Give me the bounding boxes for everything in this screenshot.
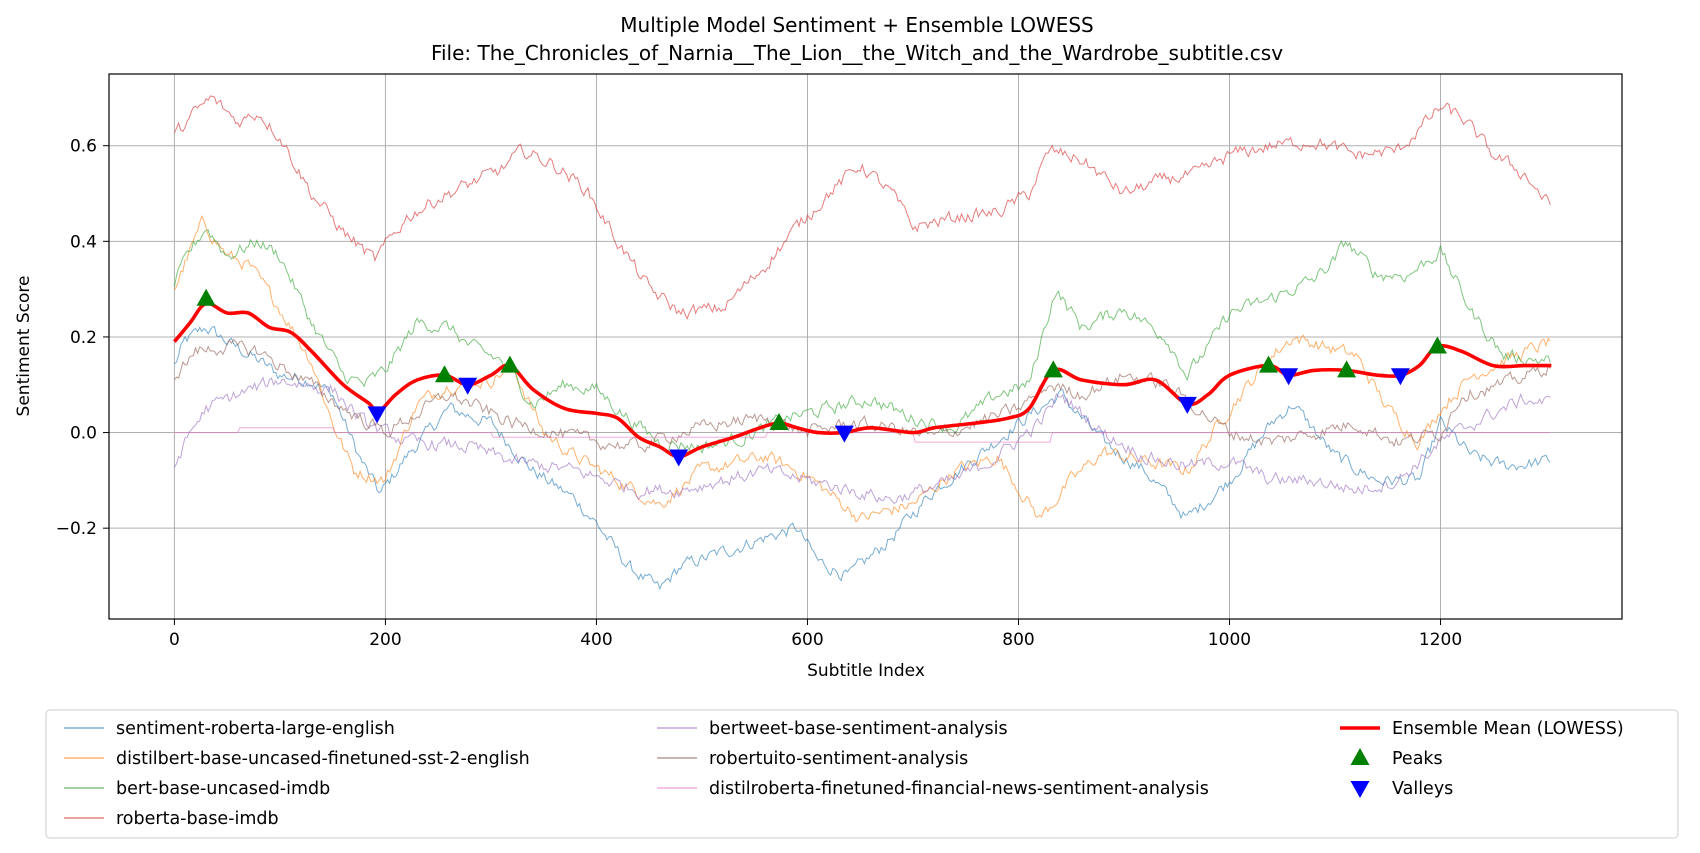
y-tick-label: 0.0	[70, 424, 97, 444]
peak-marker	[769, 413, 789, 430]
peak-marker	[500, 355, 520, 373]
x-tick-label: 400	[580, 630, 612, 650]
valley-marker	[458, 377, 478, 395]
chart-subtitle: File: The_Chronicles_of_Narnia__The_Lion…	[431, 41, 1283, 65]
valley-marker	[1390, 368, 1410, 386]
legend-peak-icon	[1350, 748, 1370, 765]
series-lines	[173, 95, 1552, 591]
series-line-2	[173, 229, 1551, 455]
y-tick-label: 0.4	[70, 232, 97, 252]
peak-marker	[1043, 360, 1063, 378]
series-line-ensemble-mean	[173, 301, 1552, 459]
y-tick-label: −0.2	[56, 519, 97, 539]
legend-label: sentiment-roberta-large-english	[116, 719, 395, 739]
x-axis-label: Subtitle Index	[807, 661, 925, 681]
axis-ticks: 0 200 400 600 800 1000 1200 −0.2 0.0 0.2 0.4 0.6	[56, 137, 1462, 650]
y-tick-label: 0.2	[70, 328, 97, 348]
series-line-3	[173, 95, 1551, 320]
legend-label: distilbert-base-uncased-finetuned-sst-2-…	[116, 749, 530, 769]
chart-title: Multiple Model Sentiment + Ensemble LOWE…	[620, 13, 1093, 37]
legend-box	[45, 709, 1679, 839]
x-tick-label: 600	[791, 630, 823, 650]
legend-label: roberta-base-imdb	[116, 809, 279, 829]
peak-marker	[1427, 336, 1447, 354]
legend-label: bertweet-base-sentiment-analysis	[709, 719, 1008, 739]
valley-marker	[1279, 368, 1299, 386]
legend: sentiment-roberta-large-english distilber…	[45, 709, 1679, 839]
y-tick-label: 0.6	[70, 137, 97, 157]
legend-label: robertuito-sentiment-analysis	[709, 749, 968, 769]
x-tick-label: 200	[369, 630, 401, 650]
legend-label-ensemble: Ensemble Mean (LOWESS)	[1392, 719, 1624, 739]
legend-label-valley: Valleys	[1392, 779, 1453, 799]
series-line-6	[174, 427, 1551, 443]
peak-marker	[1259, 355, 1278, 373]
valley-marker	[669, 449, 689, 467]
x-tick-label: 800	[1002, 630, 1034, 650]
peak-valley-markers	[196, 288, 1447, 467]
y-axis-label: Sentiment Score	[14, 276, 34, 417]
x-tick-label: 0	[169, 630, 180, 650]
legend-label: bert-base-uncased-imdb	[116, 779, 330, 799]
valley-marker	[1177, 396, 1197, 414]
valley-marker	[834, 425, 854, 443]
peak-marker	[435, 365, 454, 383]
x-tick-label: 1000	[1208, 630, 1251, 650]
peak-marker	[196, 288, 216, 306]
x-tick-label: 1200	[1419, 630, 1462, 650]
grid	[109, 74, 1622, 619]
plot-frame	[108, 73, 1623, 620]
series-line-4	[173, 376, 1551, 504]
legend-label: distilroberta-finetuned-financial-news-s…	[709, 779, 1209, 799]
series-line-5	[173, 338, 1551, 453]
legend-valley-icon	[1350, 781, 1370, 798]
peak-marker	[1337, 360, 1357, 378]
series-line-0	[174, 325, 1551, 591]
series-line-1	[173, 215, 1551, 523]
valley-marker	[367, 406, 387, 424]
legend-label-peak: Peaks	[1392, 749, 1443, 769]
